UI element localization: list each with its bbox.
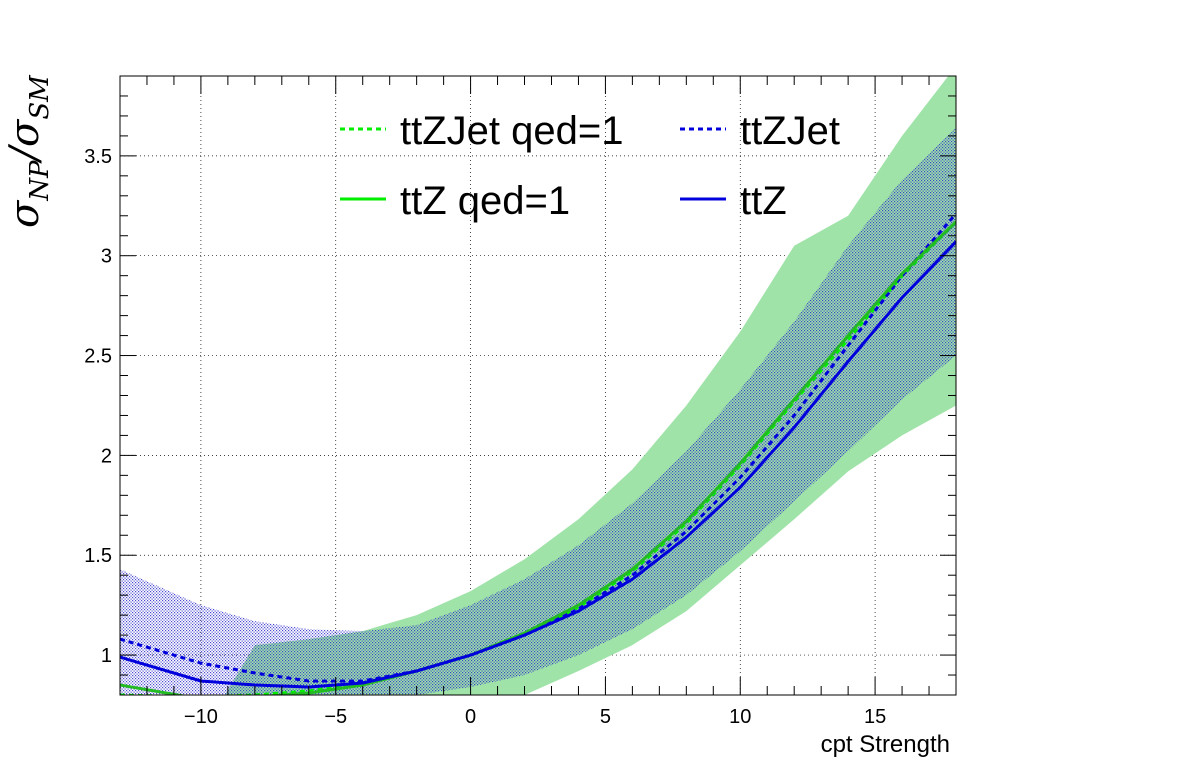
legend: ttZJet qed=1 ttZJet ttZ qed=1 ttZ: [340, 109, 840, 223]
x-tick-label: −5: [324, 706, 347, 728]
y-tick-label: 3: [101, 246, 112, 268]
legend-label: ttZJet qed=1: [400, 109, 623, 153]
y-axis-title-den-sub: SM: [25, 74, 55, 120]
y-axis-title: σNP/σSM: [2, 74, 55, 228]
y-tick-label: 1: [101, 645, 112, 667]
x-tick-label: 10: [729, 706, 751, 728]
y-tick-label: 2.5: [84, 346, 112, 368]
y-tick-label: 1.5: [84, 545, 112, 567]
series-line-ttzjet-qed-1: [120, 220, 956, 695]
legend-label: ttZ qed=1: [400, 179, 570, 223]
band-ttz: [120, 127, 956, 695]
y-axis-title-num-sub: NP: [25, 160, 55, 202]
axis-ticks: −10 −5 0 5 10 15 1 1.5 2 2.5 3 3.5: [84, 75, 957, 728]
y-tick-label: 2: [101, 445, 112, 467]
plot-frame: [119, 75, 957, 696]
y-axis-title-sym: σ: [2, 199, 48, 228]
series-line-ttz-qed-1: [120, 220, 956, 695]
series-line-ttzjet: [120, 212, 956, 683]
svg-text:σNP/σSM: σNP/σSM: [2, 74, 55, 228]
y-tick-label: 3.5: [84, 146, 112, 168]
y-axis-title-slash: /: [2, 143, 48, 164]
legend-label: ttZJet: [740, 109, 840, 153]
y-axis-title-den-sym: σ: [2, 118, 48, 147]
legend-label: ttZ: [740, 179, 787, 223]
x-tick-label: −10: [184, 706, 218, 728]
x-tick-label: 0: [465, 706, 476, 728]
x-tick-label: 5: [600, 706, 611, 728]
x-tick-label: 15: [864, 706, 886, 728]
x-axis-title: cpt Strength: [821, 731, 950, 758]
